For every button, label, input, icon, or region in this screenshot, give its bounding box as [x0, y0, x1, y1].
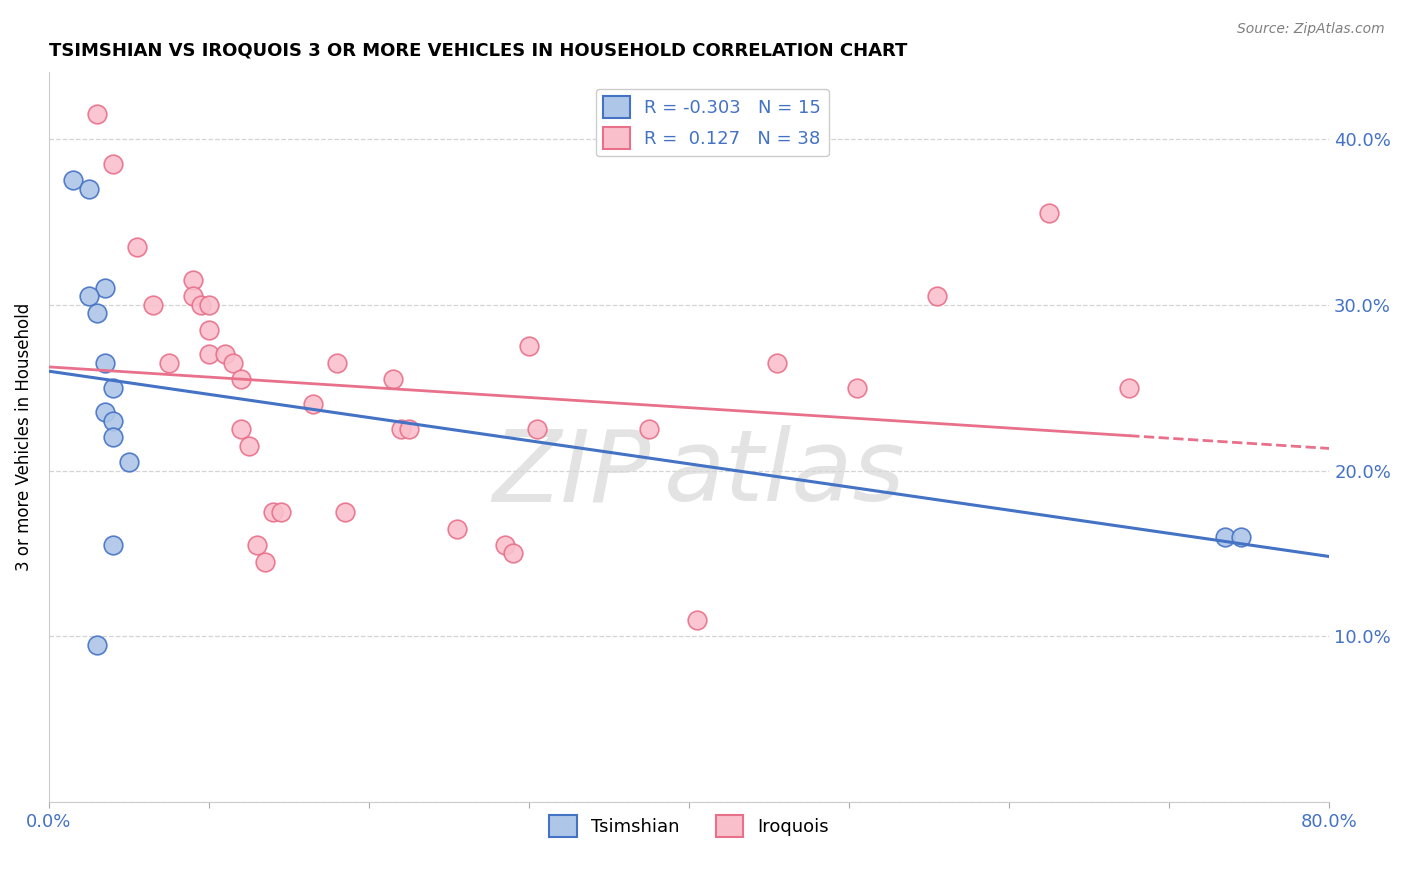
Text: atlas: atlas	[664, 425, 905, 523]
Point	[101, 414, 124, 428]
Point	[198, 347, 221, 361]
Point	[326, 356, 349, 370]
Point	[638, 422, 661, 436]
Point	[526, 422, 548, 436]
Point	[94, 356, 117, 370]
Point	[246, 538, 269, 552]
Point	[198, 322, 221, 336]
Point	[382, 372, 405, 386]
Point	[229, 372, 252, 386]
Point	[181, 273, 204, 287]
Text: Source: ZipAtlas.com: Source: ZipAtlas.com	[1237, 22, 1385, 37]
Legend: Tsimshian, Iroquois: Tsimshian, Iroquois	[543, 808, 837, 845]
Point	[398, 422, 420, 436]
Point	[198, 298, 221, 312]
Text: TSIMSHIAN VS IROQUOIS 3 OR MORE VEHICLES IN HOUSEHOLD CORRELATION CHART: TSIMSHIAN VS IROQUOIS 3 OR MORE VEHICLES…	[49, 42, 907, 60]
Point	[1230, 530, 1253, 544]
Point	[686, 613, 709, 627]
Point	[222, 356, 245, 370]
Point	[101, 156, 124, 170]
Point	[502, 546, 524, 560]
Point	[77, 181, 100, 195]
Point	[517, 339, 540, 353]
Point	[1213, 530, 1236, 544]
Point	[389, 422, 412, 436]
Y-axis label: 3 or more Vehicles in Household: 3 or more Vehicles in Household	[15, 303, 32, 572]
Point	[94, 281, 117, 295]
Point	[1038, 206, 1060, 220]
Point	[142, 298, 165, 312]
Point	[118, 455, 141, 469]
Point	[214, 347, 236, 361]
Point	[446, 522, 468, 536]
Point	[238, 439, 260, 453]
Point	[86, 638, 108, 652]
Point	[77, 289, 100, 303]
Point	[494, 538, 516, 552]
Point	[101, 538, 124, 552]
Point	[1118, 381, 1140, 395]
Point	[62, 173, 84, 187]
Point	[253, 555, 276, 569]
Point	[157, 356, 180, 370]
Point	[125, 239, 148, 253]
Point	[270, 505, 292, 519]
Point	[94, 405, 117, 419]
Text: ZIP: ZIP	[492, 425, 651, 523]
Point	[101, 430, 124, 444]
Point	[262, 505, 284, 519]
Point	[927, 289, 949, 303]
Point	[333, 505, 356, 519]
Point	[181, 289, 204, 303]
Point	[190, 298, 212, 312]
Point	[101, 381, 124, 395]
Point	[846, 381, 869, 395]
Point	[86, 306, 108, 320]
Point	[766, 356, 789, 370]
Point	[302, 397, 325, 411]
Point	[229, 422, 252, 436]
Point	[86, 107, 108, 121]
